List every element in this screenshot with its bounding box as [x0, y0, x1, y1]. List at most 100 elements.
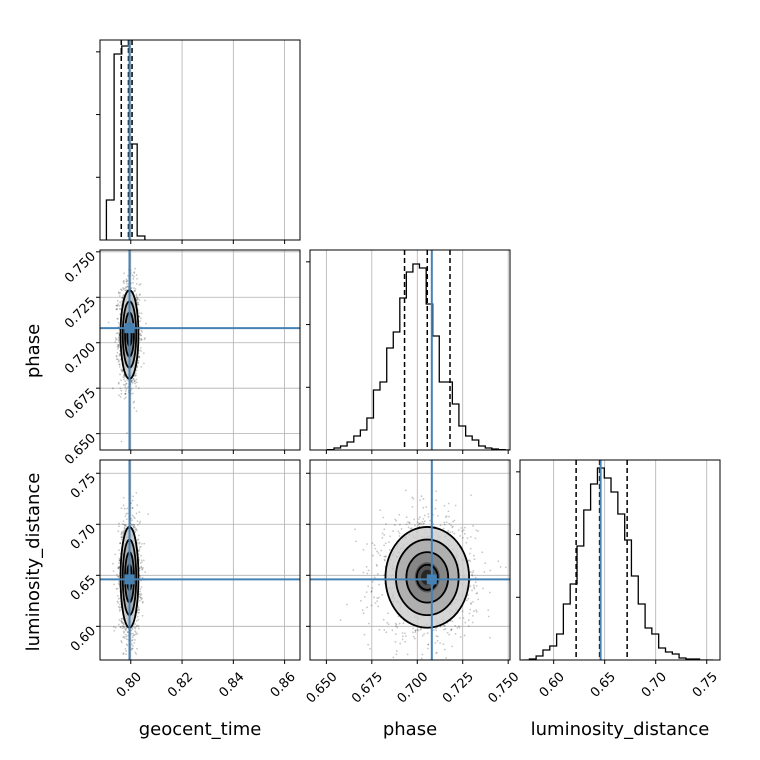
scatter-point: [388, 541, 390, 544]
scatter-point: [135, 374, 137, 377]
scatter-point: [477, 530, 480, 533]
scatter-point: [118, 295, 121, 297]
scatter-point: [132, 275, 135, 278]
scatter-point: [422, 522, 425, 525]
scatter-point: [445, 521, 448, 524]
scatter-point: [115, 332, 118, 335]
scatter-point: [439, 642, 442, 644]
scatter-point: [385, 555, 387, 558]
scatter-point: [139, 545, 142, 548]
scatter-point: [456, 626, 459, 629]
scatter-point: [135, 625, 138, 628]
scatter-point: [384, 542, 387, 545]
scatter-point: [130, 502, 132, 505]
scatter-point: [117, 344, 120, 346]
scatter-point: [116, 343, 119, 346]
scatter-point: [120, 369, 123, 372]
scatter-point: [118, 549, 120, 552]
scatter-point: [397, 615, 400, 618]
scatter-point: [141, 331, 144, 333]
scatter-point: [138, 546, 141, 548]
scatter-point: [413, 518, 416, 521]
scatter-point: [135, 369, 138, 372]
scatter-point: [121, 621, 124, 624]
scatter-point: [476, 592, 479, 594]
scatter-point: [120, 296, 123, 299]
scatter-point: [139, 332, 142, 335]
scatter-point: [122, 295, 124, 298]
scatter-point: [117, 567, 120, 570]
scatter-point: [117, 336, 120, 339]
scatter-point: [488, 591, 491, 594]
scatter-point: [132, 378, 135, 380]
scatter-point: [125, 280, 128, 283]
scatter-point: [117, 382, 120, 385]
scatter-point: [130, 287, 133, 290]
scatter-point: [487, 615, 490, 618]
scatter-point: [135, 633, 137, 636]
scatter-point: [118, 619, 121, 621]
scatter-point: [135, 527, 138, 530]
scatter-point: [140, 586, 143, 588]
scatter-point: [132, 516, 135, 518]
scatter-point: [135, 512, 138, 515]
scatter-point: [473, 587, 476, 590]
scatter-point: [117, 605, 120, 608]
scatter-point: [134, 526, 136, 529]
scatter-point: [122, 636, 125, 639]
scatter-point: [134, 380, 136, 383]
scatter-point: [137, 356, 140, 359]
scatter-point: [432, 629, 435, 631]
scatter-point: [373, 544, 376, 547]
scatter-point: [381, 532, 384, 535]
scatter-point: [124, 629, 127, 632]
scatter-point: [420, 495, 423, 498]
scatter-point: [135, 491, 138, 494]
scatter-point: [124, 633, 127, 636]
scatter-point: [352, 569, 355, 571]
scatter-point: [126, 507, 129, 510]
panel-frame-luminosity_distance: [519, 459, 721, 661]
scatter-point: [370, 604, 373, 607]
scatter-point: [120, 440, 123, 443]
scatter-point: [117, 567, 120, 570]
scatter-point: [136, 298, 138, 301]
scatter-point: [133, 639, 136, 641]
scatter-point: [119, 387, 122, 390]
scatter-point: [394, 625, 397, 628]
scatter-point: [120, 303, 123, 305]
scatter-point: [117, 345, 120, 348]
scatter-point: [111, 387, 114, 390]
scatter-point: [125, 653, 127, 655]
scatter-point: [132, 524, 135, 526]
scatter-point: [137, 627, 140, 630]
scatter-point: [470, 602, 472, 604]
scatter-point: [139, 520, 142, 523]
scatter-point: [473, 586, 475, 589]
scatter-point: [120, 617, 123, 620]
scatter-point: [118, 606, 121, 609]
scatter-point: [121, 627, 124, 630]
scatter-point: [464, 621, 467, 624]
scatter-point: [120, 620, 123, 623]
scatter-point: [122, 504, 125, 507]
scatter-point: [112, 562, 114, 565]
scatter-point: [140, 561, 143, 564]
scatter-point: [131, 647, 134, 650]
scatter-point: [120, 538, 123, 541]
scatter-point: [371, 542, 374, 545]
scatter-point: [467, 597, 470, 600]
scatter-point: [131, 392, 134, 395]
scatter-point: [131, 514, 134, 517]
scatter-point: [412, 627, 415, 630]
scatter-point: [132, 401, 135, 404]
scatter-point: [444, 627, 447, 630]
scatter-point: [126, 631, 129, 633]
scatter-point: [398, 532, 401, 535]
scatter-point: [143, 338, 146, 341]
scatter-point: [423, 514, 426, 517]
scatter-point: [118, 525, 120, 528]
scatter-point: [367, 585, 370, 588]
scatter-point: [120, 392, 123, 395]
scatter-point: [116, 299, 119, 302]
